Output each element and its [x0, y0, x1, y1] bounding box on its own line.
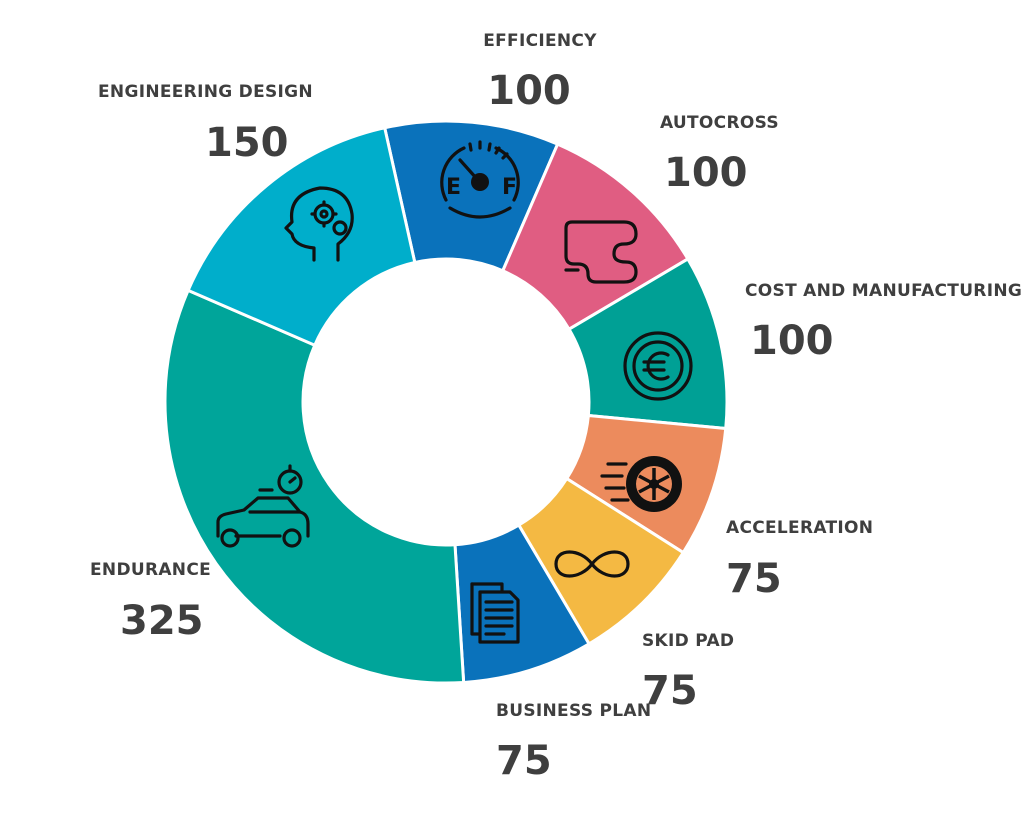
business-plan-label: BUSINESS PLAN	[496, 701, 651, 721]
endurance-label: ENDURANCE	[90, 560, 211, 580]
acceleration-label: ACCELERATION	[726, 518, 873, 538]
icons-group: E F	[216, 140, 693, 644]
business-plan-value: 75	[496, 738, 552, 784]
engineering-design-value: 150	[205, 120, 289, 166]
efficiency-value: 100	[487, 68, 571, 114]
svg-text:F: F	[502, 175, 517, 200]
track-icon	[564, 220, 638, 284]
cost-manufacturing-value: 100	[750, 318, 834, 364]
documents-icon	[470, 582, 520, 644]
speeding-wheel-icon	[600, 456, 682, 512]
skid-pad-label: SKID PAD	[642, 631, 734, 651]
svg-text:E: E	[446, 175, 461, 200]
slice-engineering-design	[186, 125, 417, 348]
slices-group	[163, 119, 729, 685]
efficiency-label: EFFICIENCY	[483, 31, 597, 51]
acceleration-value: 75	[726, 556, 782, 602]
endurance-value: 325	[120, 598, 204, 644]
euro-coin-icon	[623, 331, 693, 401]
fuel-gauge-icon: E F	[440, 140, 520, 219]
race-car-stopwatch-icon	[216, 464, 310, 548]
head-gears-icon	[284, 186, 354, 262]
engineering-design-label: ENGINEERING DESIGN	[98, 82, 313, 102]
infinity-icon	[554, 550, 630, 578]
cost-manufacturing-label: COST AND MANUFACTURING	[745, 281, 1022, 301]
slice-endurance	[163, 288, 466, 685]
labels-group: EFFICIENCY 100 AUTOCROSS 100 COST AND MA…	[90, 31, 1022, 784]
autocross-value: 100	[664, 150, 748, 196]
skid-pad-value: 75	[642, 668, 698, 714]
autocross-label: AUTOCROSS	[660, 113, 779, 133]
